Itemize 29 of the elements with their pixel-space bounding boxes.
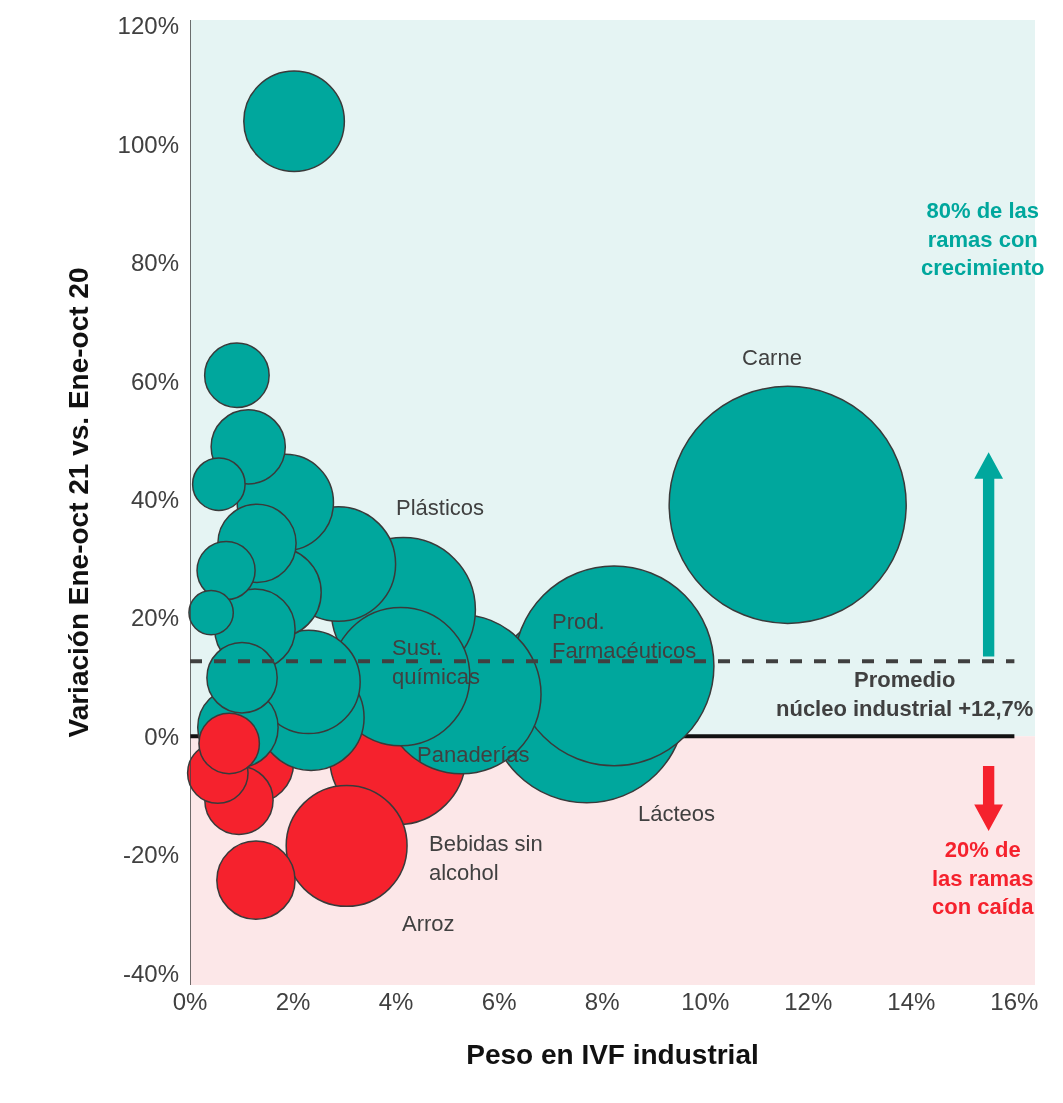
annotation: Bebidas sin alcohol [429,831,543,885]
y-tick-label: 80% [130,249,179,277]
x-axis-title: Peso en IVF industrial [466,1039,759,1071]
y-tick-label: -40% [122,959,179,987]
x-tick-label: 10% [681,988,730,1015]
x-tick-label: 16% [990,988,1039,1015]
y-tick-label: 40% [130,485,179,513]
annotation: Prod. Farmacéuticos [552,609,697,663]
annotation: Plásticos [396,495,485,520]
x-tick-label: 0% [172,988,208,1015]
y-axis-title: Variación Ene-oct 21 vs. Ene-oct 20 [63,267,95,738]
ref-line-label: Promedio núcleo industrial +12,7% [776,667,1034,721]
y-tick-label: -20% [122,841,179,869]
annotation: Lácteos [638,801,716,826]
y-tick-label: 120% [117,12,179,40]
y-tick-label: 20% [130,604,179,632]
y-tick-label: 0% [144,722,179,750]
annotation: 20% de las ramas con caída [932,837,1035,920]
y-tick-label: 100% [117,130,179,158]
x-tick-label: 2% [275,988,311,1015]
x-tick-label: 12% [784,988,833,1015]
annotation: 80% de las ramas con crecimiento [921,198,1045,281]
annotation: Arroz [402,911,455,936]
annotation: Carne [742,345,802,370]
x-tick-label: 8% [584,988,620,1015]
x-tick-label: 14% [887,988,936,1015]
x-tick-label: 6% [481,988,517,1015]
y-tick-label: 60% [130,367,179,395]
x-tick-label: 4% [378,988,414,1015]
